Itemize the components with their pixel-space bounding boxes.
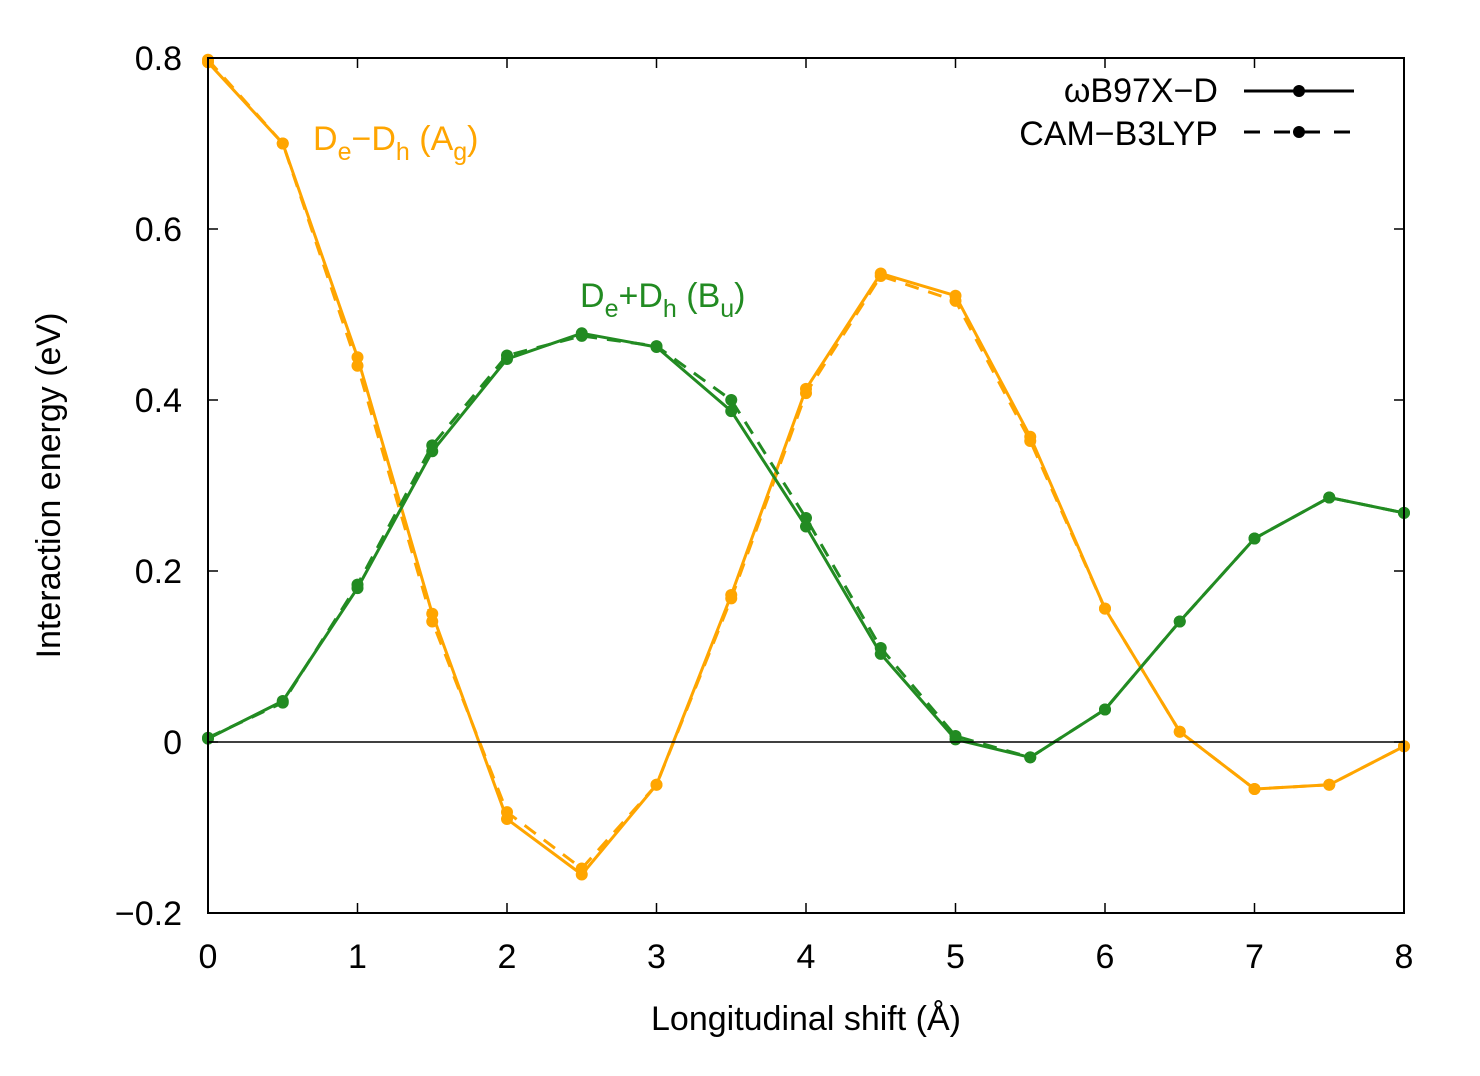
annotation-green-open: (B — [677, 277, 720, 315]
annotation-green-mid: +D — [618, 277, 662, 315]
legend: ωB97X−D CAM−B3LYP — [1019, 72, 1354, 153]
series-1-point-7 — [725, 592, 738, 605]
annotation-green-base1: D — [580, 277, 605, 315]
annotation-orange-mid: −D — [351, 120, 395, 158]
series-1-point-14 — [1248, 783, 1261, 796]
legend-label-wb97xd: ωB97X−D — [1064, 72, 1218, 110]
series-1-point-8 — [800, 387, 812, 400]
series-line-3 — [207, 334, 1405, 759]
annotation-orange-open: (A — [410, 120, 454, 158]
series-1-point-12 — [1099, 602, 1111, 615]
series-3-point-8 — [800, 511, 812, 524]
y-tick-label-2: 0.2 — [135, 553, 182, 591]
series-1-point-2 — [351, 359, 364, 372]
series-3-point-4 — [501, 349, 513, 362]
y-tick-label-5: 0.8 — [135, 40, 182, 78]
y-axis-title: Interaction energy (eV) — [30, 313, 68, 659]
series-line-0 — [206, 61, 1405, 876]
axes-layer: 0 1 2 3 4 5 6 7 8 −0.2 0 0.2 0.4 0.6 0.8 Longitudinal s… — [30, 40, 1413, 1038]
x-tick-label-1: 1 — [348, 938, 367, 976]
x-tick-label-4: 4 — [797, 938, 816, 976]
series-1-point-9 — [874, 270, 887, 283]
series-1-point-1 — [276, 137, 289, 150]
legend-marker-solid — [1293, 85, 1305, 97]
x-tick-label-8: 8 — [1395, 938, 1414, 976]
series-3-point-11 — [1024, 751, 1037, 764]
legend-label-camb3lyp: CAM−B3LYP — [1019, 115, 1218, 153]
series-1-point-5 — [575, 862, 588, 875]
series-1-point-11 — [1024, 435, 1037, 448]
annotation-orange-sub1: e — [338, 138, 352, 166]
annotation-orange-sub2: h — [396, 138, 410, 166]
y-tick-label-1: 0 — [163, 724, 182, 762]
annotation-orange-sub3: g — [453, 138, 467, 166]
x-tick-label-5: 5 — [946, 938, 965, 976]
series-3-point-9 — [874, 641, 887, 654]
series-1-point-13 — [1173, 725, 1186, 738]
series-1-point-6 — [650, 778, 663, 791]
annotation-orange-base1: D — [313, 120, 338, 158]
series-3-point-14 — [1248, 532, 1261, 545]
y-tick-label-0: −0.2 — [115, 895, 182, 933]
series-3-point-10 — [949, 730, 962, 743]
plot-frame — [207, 57, 1405, 914]
annotation-green-sub1: e — [605, 295, 619, 323]
x-tick-label-0: 0 — [199, 938, 218, 976]
series-1-point-15 — [1323, 778, 1336, 791]
annotation-green-sub3: u — [720, 295, 734, 323]
x-tick-label-2: 2 — [498, 938, 517, 976]
series-3-point-7 — [725, 394, 738, 406]
legend-marker-dashed — [1293, 126, 1305, 138]
annotation-green-sub2: h — [663, 295, 677, 323]
x-tick-label-3: 3 — [647, 938, 666, 976]
annotation-green: De+Dh (Bu) — [580, 277, 745, 323]
series-3-point-5 — [575, 329, 588, 342]
series-1-point-10 — [949, 294, 962, 307]
annotation-orange: De−Dh (Ag) — [313, 120, 478, 166]
series-1-point-3 — [426, 615, 439, 628]
series-3-point-13 — [1173, 615, 1186, 628]
annotation-orange-close: ) — [467, 120, 478, 158]
series-3-point-3 — [426, 439, 439, 452]
series-3-point-1 — [276, 696, 289, 709]
x-axis-title: Longitudinal shift (Å) — [651, 1000, 961, 1038]
series-3-point-12 — [1099, 703, 1111, 716]
data-layer — [202, 53, 1410, 881]
series-2-point-7 — [725, 405, 738, 418]
x-tick-label-6: 6 — [1096, 938, 1115, 976]
series-1-point-4 — [501, 806, 513, 819]
x-tick-label-7: 7 — [1245, 938, 1264, 976]
series-3-point-6 — [650, 340, 663, 353]
series-3-point-15 — [1323, 491, 1336, 504]
y-tick-label-3: 0.4 — [135, 382, 182, 420]
y-tick-label-4: 0.6 — [135, 211, 182, 249]
series-3-point-2 — [351, 578, 364, 591]
annotation-green-close: ) — [734, 277, 745, 315]
